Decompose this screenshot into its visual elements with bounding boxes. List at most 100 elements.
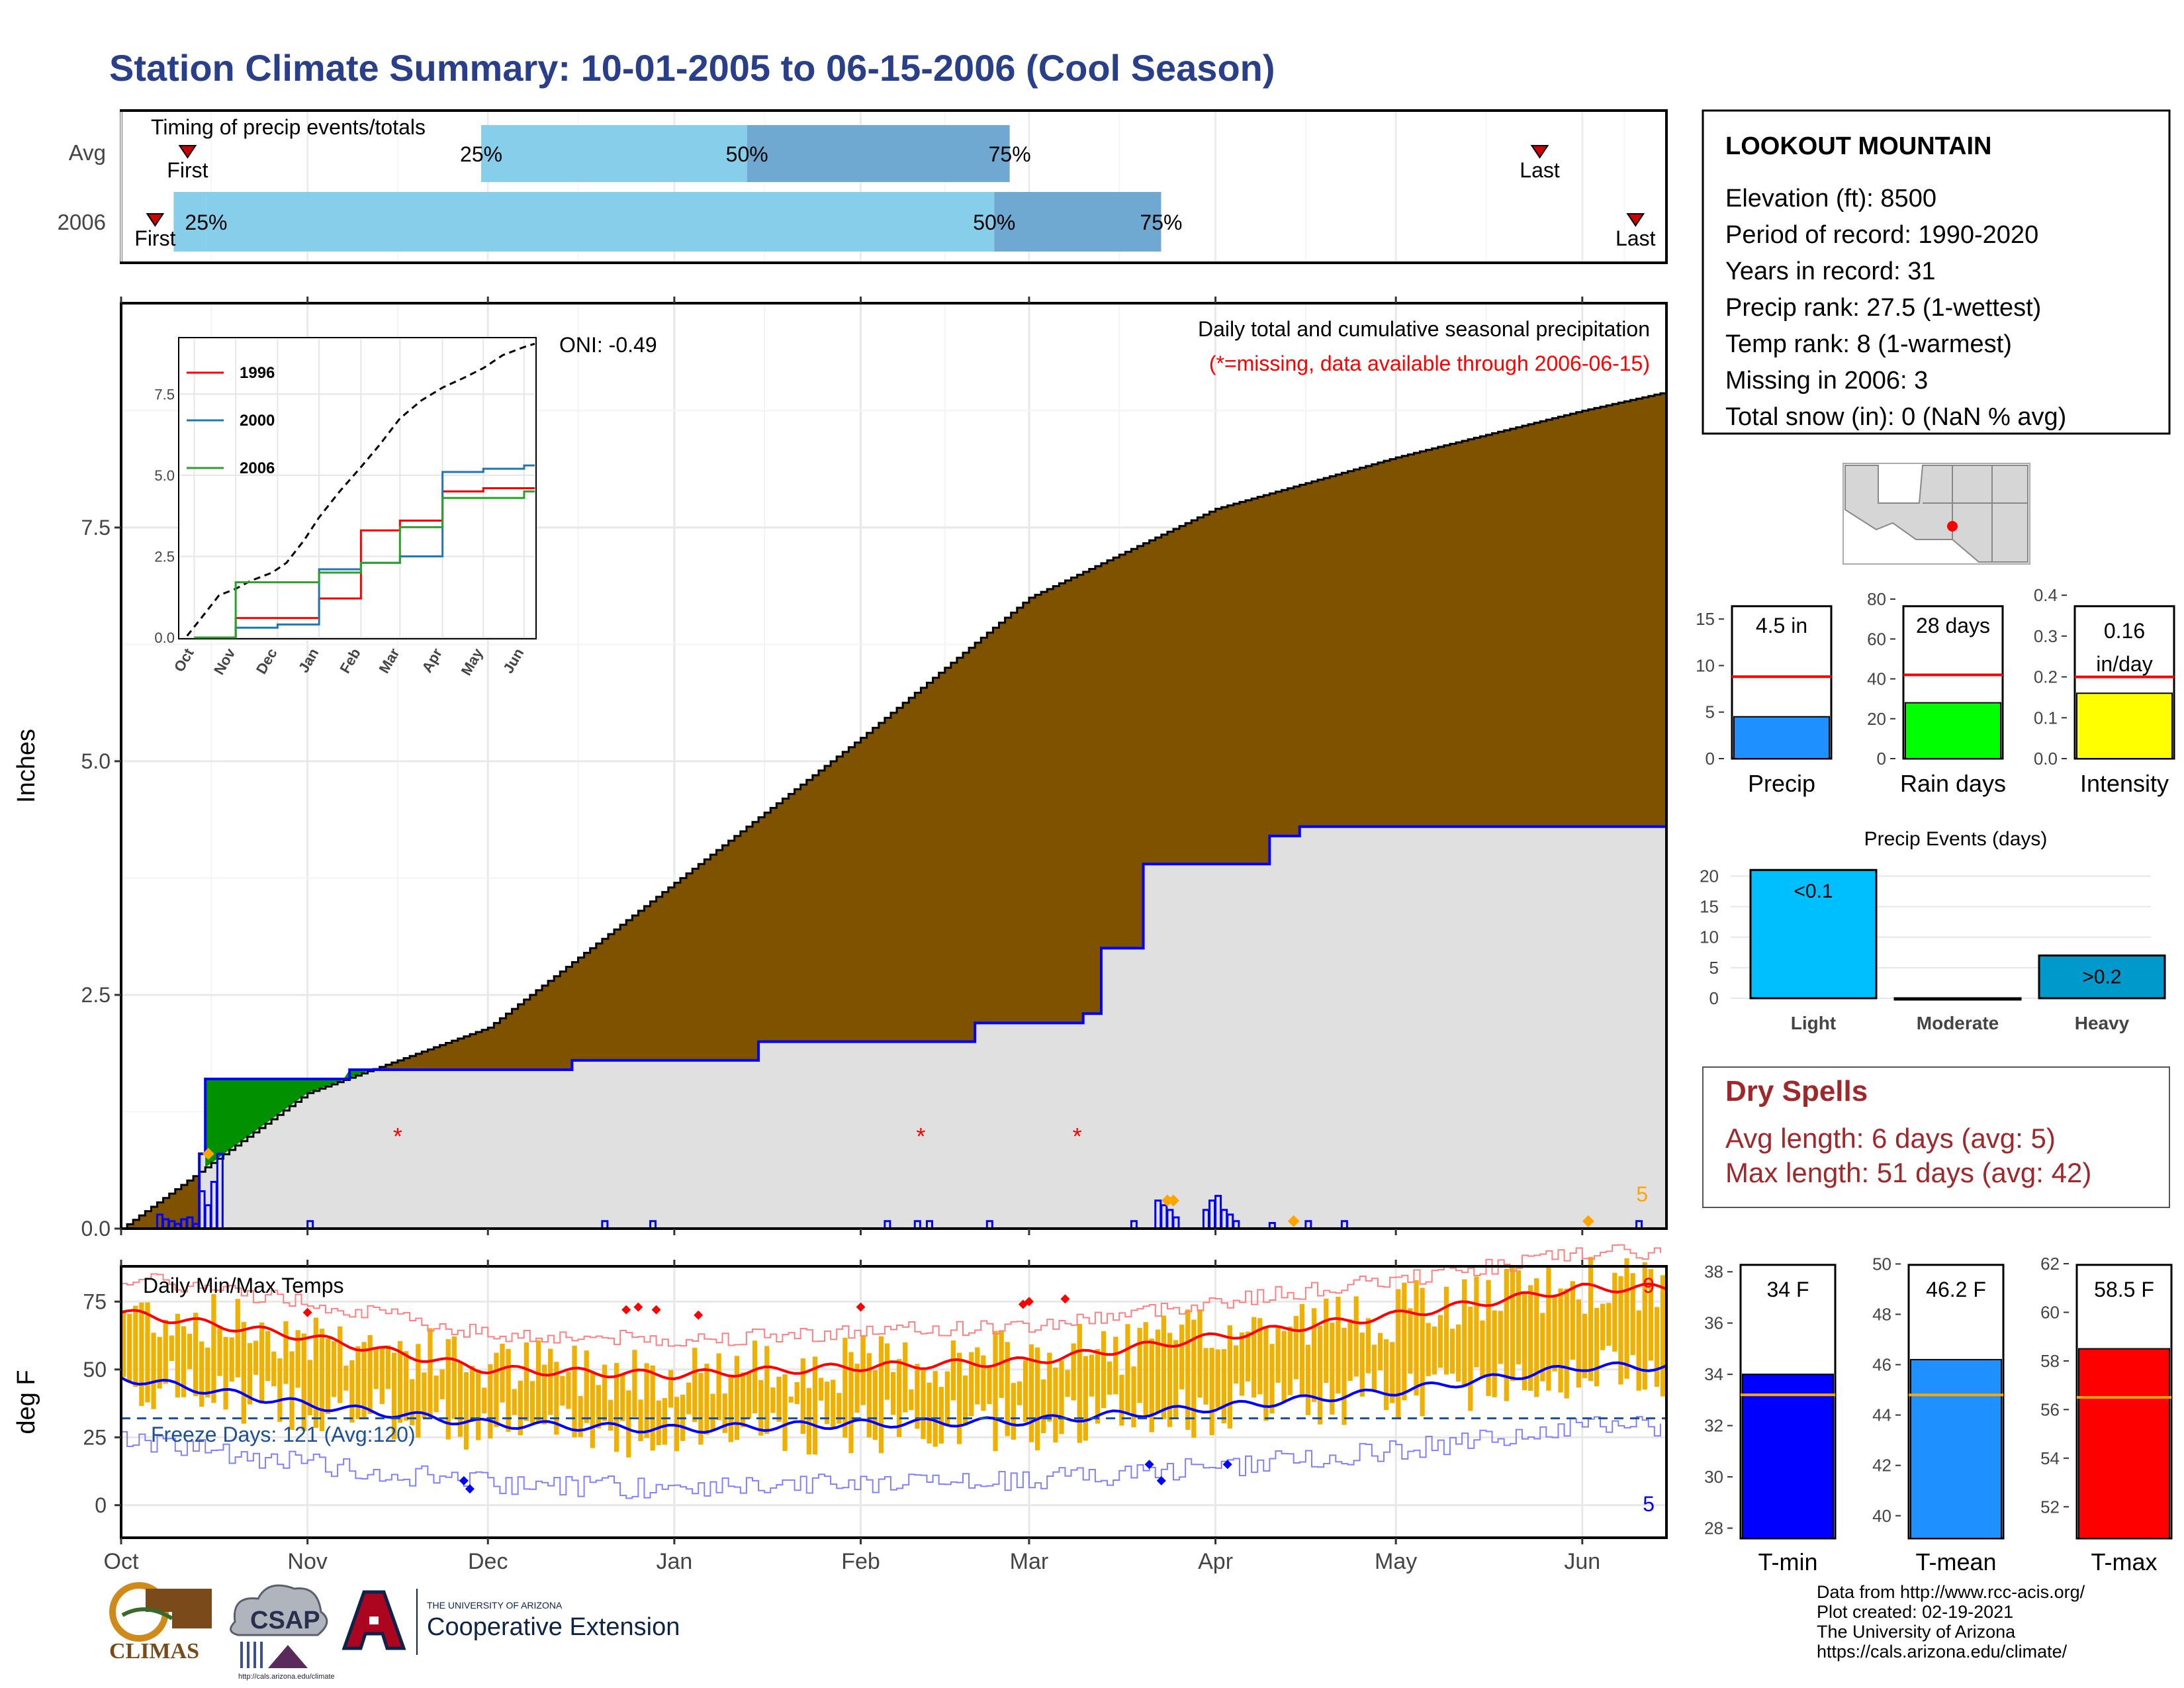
daily-temp-bar [656, 1400, 661, 1446]
temp-bar-name: T-min [1758, 1548, 1818, 1575]
timing-bar-q2 [747, 125, 1010, 182]
events-category-label: Heavy [2075, 1013, 2130, 1033]
daily-temp-bar [1185, 1309, 1191, 1430]
daily-temp-bar [1552, 1295, 1557, 1372]
daily-temp-bar [277, 1358, 283, 1422]
daily-temp-bar [1636, 1310, 1641, 1391]
daily-temp-bar [927, 1382, 932, 1444]
daily-temp-bar [686, 1382, 692, 1415]
daily-temp-bar [975, 1347, 980, 1405]
daily-temp-bar [1618, 1276, 1623, 1385]
events-tick-label: 10 [1700, 927, 1719, 947]
daily-temp-bar [259, 1322, 265, 1404]
mini-bar-tick-label: 10 [1696, 655, 1715, 675]
ua-logo: THE UNIVERSITY OF ARIZONA Cooperative Ex… [341, 1589, 680, 1655]
mini-bar-tick-label: 0.2 [2034, 667, 2058, 687]
daily-temp-bar [1449, 1329, 1455, 1374]
daily-temp-bar [1570, 1281, 1575, 1360]
station-line: Precip rank: 27.5 (1-wettest) [1725, 294, 2041, 322]
daily-temp-bar [229, 1337, 234, 1382]
daily-temp-bar [157, 1336, 162, 1389]
inset-panel [178, 337, 537, 639]
daily-temp-bar [1324, 1298, 1329, 1383]
daily-temp-bar [1011, 1383, 1016, 1440]
temp-y-label: deg F [13, 1370, 40, 1434]
record-low-marker [1156, 1476, 1166, 1485]
daily-temp-bar [560, 1376, 565, 1406]
daily-temp-bar [837, 1393, 842, 1424]
y-tick-label: 0 [95, 1493, 107, 1517]
daily-temp-bar [1083, 1356, 1088, 1441]
daily-temp-bar [921, 1370, 926, 1439]
svg-text:THE UNIVERSITY OF ARIZONA: THE UNIVERSITY OF ARIZONA [427, 1600, 563, 1611]
daily-temp-bar [800, 1358, 805, 1434]
daily-temp-bar [854, 1364, 860, 1413]
timing-marker-label: First [167, 158, 208, 182]
record-high-marker [856, 1302, 866, 1312]
daily-temp-bar [566, 1372, 571, 1409]
temp-bar-value: 58.5 F [2094, 1278, 2154, 1301]
credit-line: Data from http://www.rcc-acis.org/ [1817, 1582, 2085, 1602]
inset-legend-label: 1996 [240, 364, 275, 382]
daily-temp-bar [1318, 1325, 1323, 1425]
inset-y-tick-label: 2.5 [154, 548, 175, 565]
daily-temp-bar [217, 1325, 222, 1376]
event-marker [1161, 1194, 1173, 1207]
daily-temp-bar [1480, 1320, 1485, 1378]
daily-temp-bar [253, 1340, 259, 1375]
temp-bar-tick-label: 50 [1872, 1254, 1891, 1274]
daily-temp-bar [1119, 1375, 1124, 1426]
daily-temp-bar [1468, 1306, 1473, 1411]
daily-temp-bar [361, 1342, 367, 1418]
daily-temp-bar [397, 1340, 403, 1423]
credit-line: The University of Arizona [1817, 1622, 2016, 1642]
temp-bar-tick-label: 58 [2040, 1351, 2060, 1371]
station-line: Elevation (ft): 8500 [1725, 185, 1936, 212]
month-tick-label: Jun [1564, 1549, 1600, 1574]
record-high-marker [1060, 1294, 1070, 1304]
y-tick-label: 0.0 [81, 1217, 111, 1241]
daily-temp-bar [1299, 1303, 1305, 1397]
temp-bar-tick-label: 42 [1872, 1456, 1891, 1476]
daily-temp-bar [632, 1350, 637, 1417]
daily-temp-bar [1654, 1307, 1660, 1387]
mini-bar-tick-label: 40 [1867, 669, 1886, 689]
daily-temp-bar [301, 1333, 306, 1431]
daily-temp-bar [349, 1360, 355, 1423]
daily-temp-bar [1564, 1288, 1569, 1399]
daily-temp-bar [1257, 1318, 1263, 1395]
inset-series-line [194, 490, 535, 639]
daily-temp-bar [1437, 1315, 1443, 1368]
station-info-box [1702, 109, 2171, 435]
daily-temp-bar [1053, 1367, 1058, 1443]
inset-y-tick-label: 5.0 [154, 467, 175, 484]
daily-temp-bar [698, 1373, 704, 1445]
daily-temp-bar [872, 1370, 878, 1440]
daily-temp-bar [1065, 1370, 1070, 1397]
daily-temp-bar [602, 1364, 608, 1421]
timing-marker [1626, 213, 1645, 227]
daily-temp-bar [1612, 1272, 1617, 1352]
mini-bar-tick-label: 5 [1706, 702, 1715, 722]
daily-temp-bar [1390, 1342, 1395, 1403]
daily-temp-bar [674, 1397, 680, 1452]
daily-temp-bar [1510, 1266, 1516, 1382]
daily-temp-bar [355, 1346, 361, 1419]
temp-bar-tick-label: 38 [1704, 1262, 1723, 1282]
daily-temp-bar [1227, 1325, 1233, 1429]
daily-temp-bar [529, 1381, 535, 1423]
daily-temp-bar [752, 1340, 758, 1414]
daily-temp-bar [1179, 1325, 1185, 1389]
daily-temp-bar [476, 1370, 481, 1440]
mini-bar-tick-label: 0.1 [2034, 708, 2058, 727]
daily-temp-bar [890, 1372, 896, 1415]
mini-bar-tick-label: 15 [1696, 609, 1715, 629]
daily-temp-bar [535, 1340, 541, 1423]
daily-temp-bar [1246, 1331, 1251, 1382]
precip-count-label: 5 [1636, 1182, 1648, 1206]
daily-temp-bar [193, 1313, 199, 1397]
daily-temp-bar [1173, 1340, 1179, 1419]
temp-bar-tick-label: 30 [1704, 1467, 1723, 1487]
credits-block: Data from http://www.rcc-acis.org/ Plot … [1817, 1582, 2085, 1662]
daily-temp-bar [668, 1370, 674, 1408]
